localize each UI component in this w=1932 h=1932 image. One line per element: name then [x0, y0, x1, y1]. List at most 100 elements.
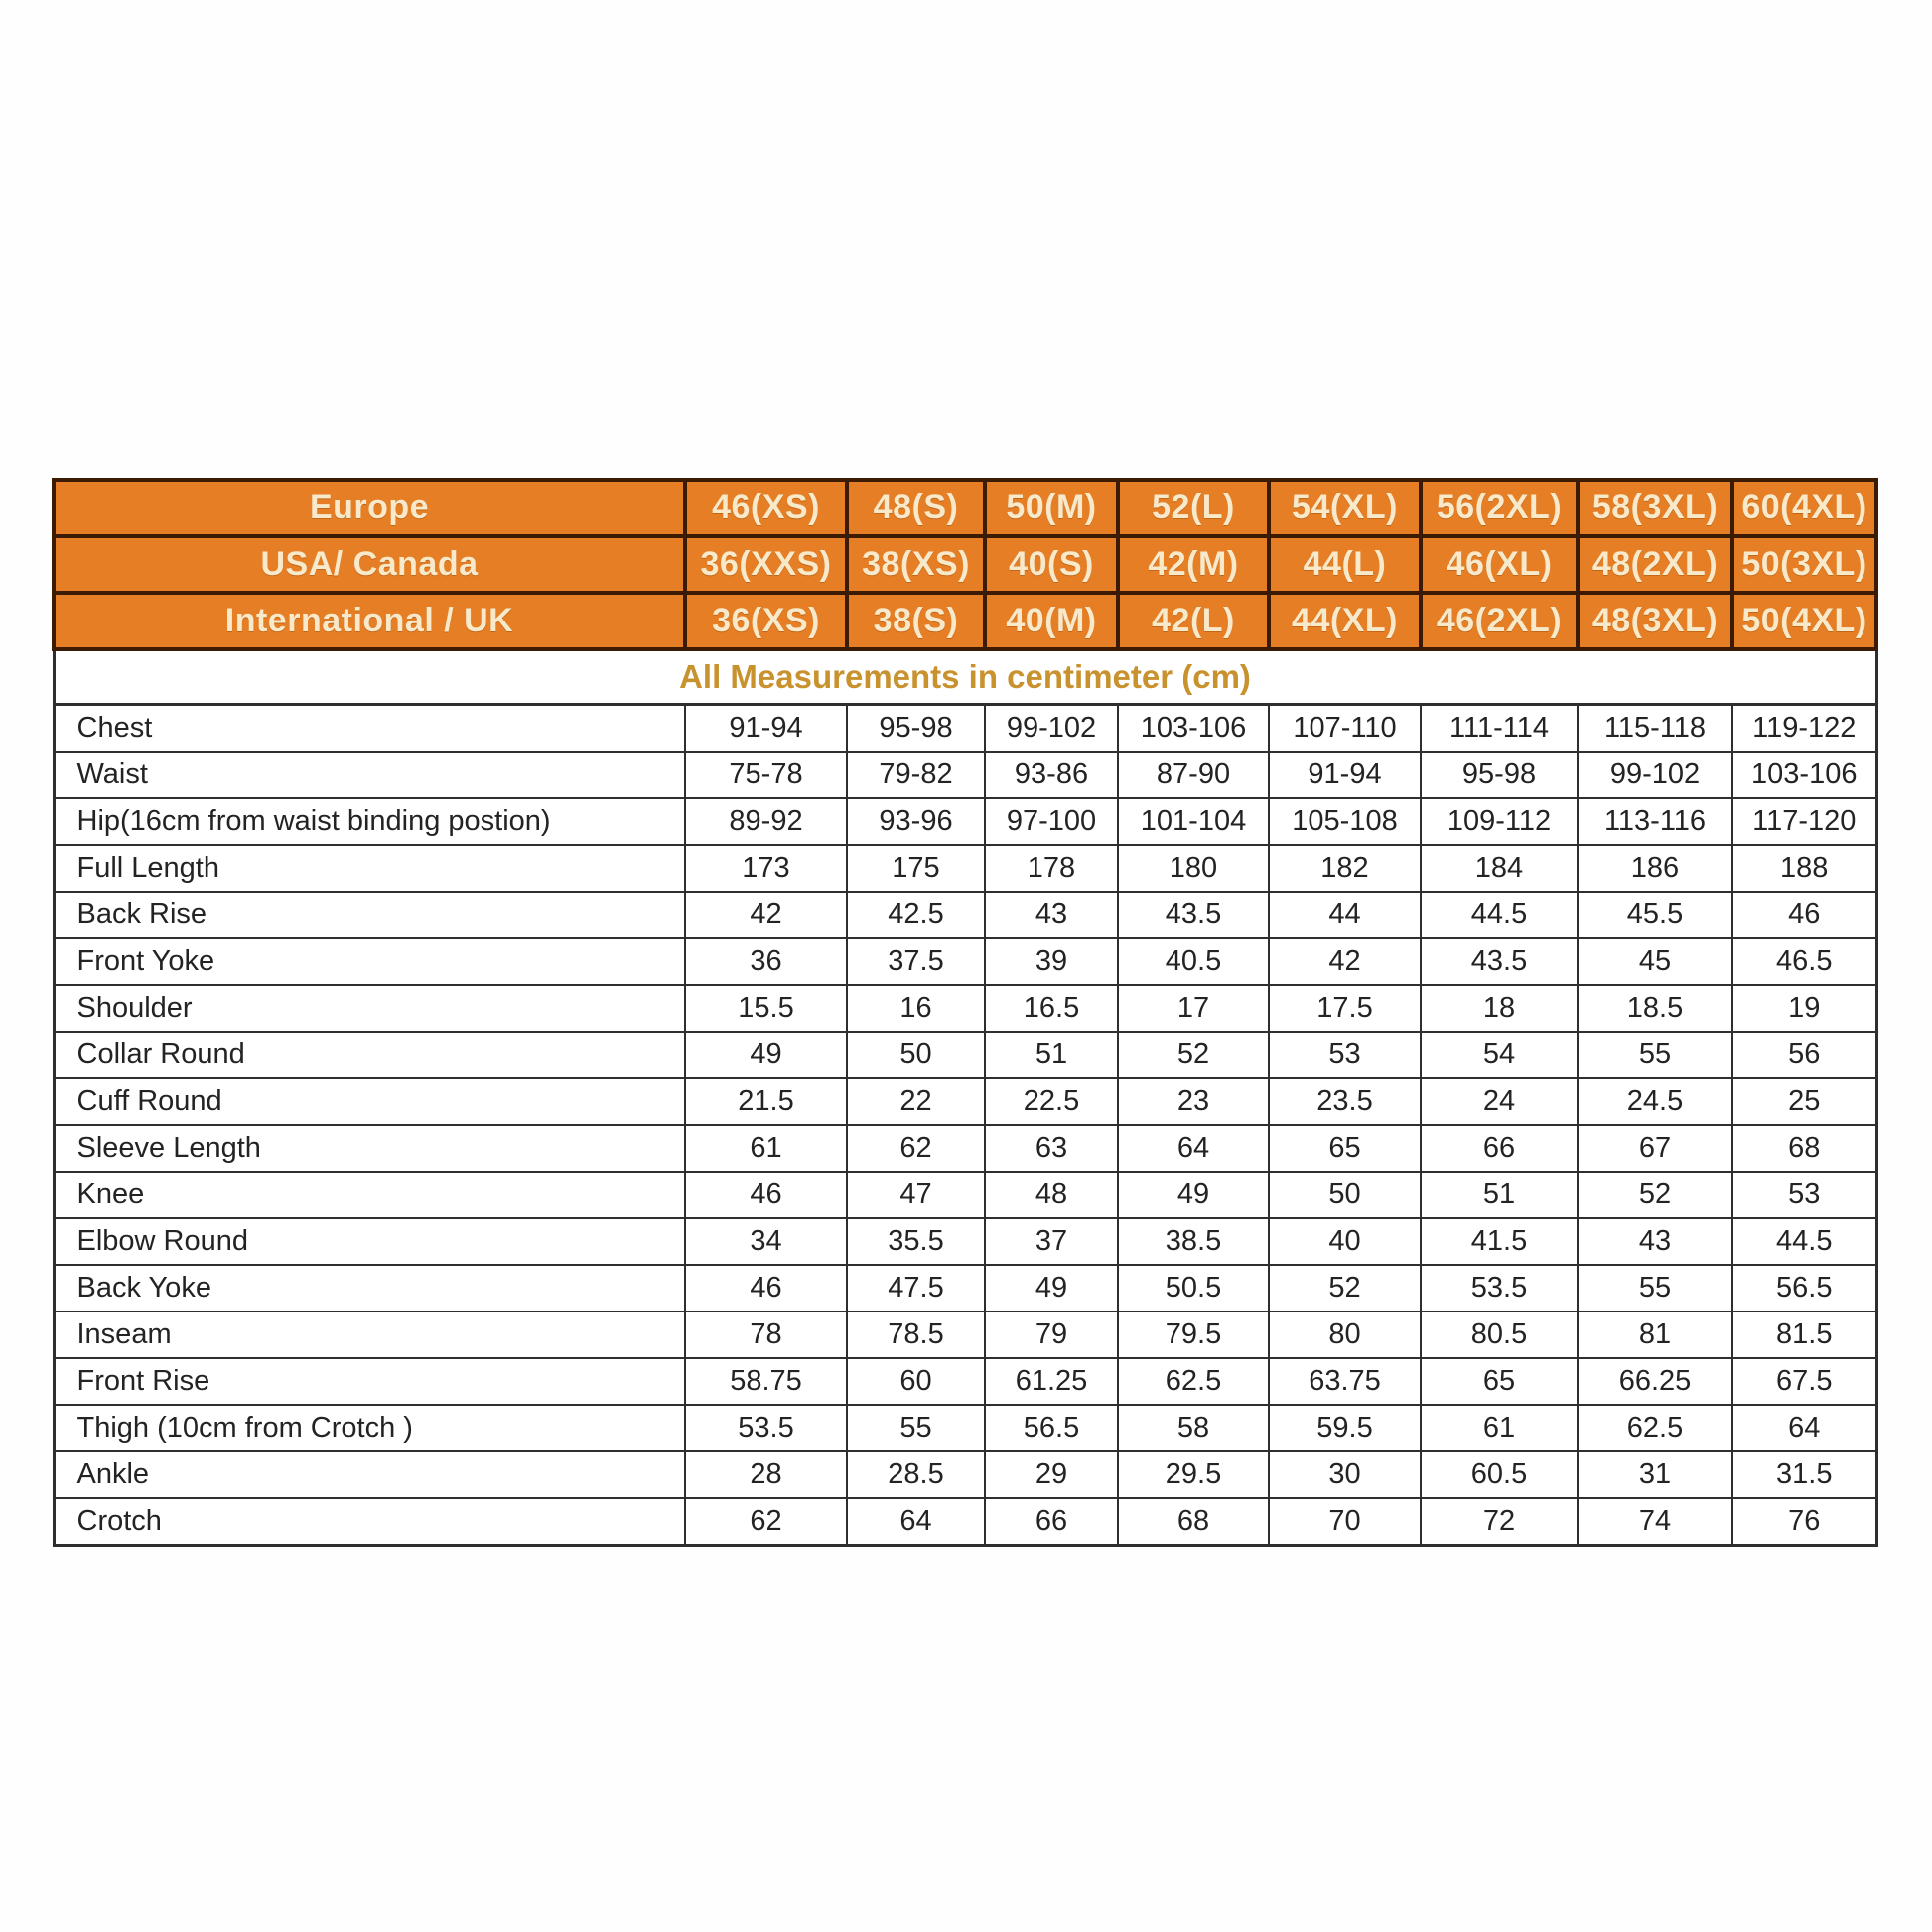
- measurement-value: 34: [684, 1217, 848, 1266]
- measurement-value: 16.5: [984, 984, 1119, 1033]
- measurement-value: 80: [1268, 1311, 1422, 1359]
- measurement-value: 68: [1117, 1497, 1270, 1547]
- measurement-value: 67.5: [1731, 1357, 1877, 1406]
- measurement-value: 54: [1420, 1031, 1579, 1079]
- measurement-label: Hip(16cm from waist binding postion): [53, 797, 686, 846]
- measurement-value: 45.5: [1577, 891, 1733, 939]
- measurement-value: 51: [984, 1031, 1119, 1079]
- measurement-value: 65: [1268, 1124, 1422, 1173]
- measurement-value: 45: [1577, 937, 1733, 986]
- measurement-value: 29.5: [1117, 1450, 1270, 1499]
- size-cell: 46(XS): [683, 478, 849, 538]
- measurement-value: 53.5: [684, 1404, 848, 1452]
- measurement-value: 16: [846, 984, 986, 1033]
- measurement-label: Back Yoke: [53, 1264, 686, 1312]
- table-row: Waist 75-78 79-82 93-86 87-90 91-94 95-98 99-10…: [53, 751, 1877, 799]
- measurement-value: 107-110: [1268, 703, 1422, 753]
- measurement-value: 119-122: [1731, 703, 1877, 753]
- size-cell: 38(S): [845, 591, 987, 651]
- size-cell: 54(XL): [1267, 478, 1423, 538]
- measurement-value: 95-98: [846, 703, 986, 753]
- size-cell: 46(2XL): [1419, 591, 1580, 651]
- measurement-value: 62.5: [1577, 1404, 1733, 1452]
- measurement-value: 40: [1268, 1217, 1422, 1266]
- measurement-value: 184: [1420, 844, 1579, 893]
- measurement-value: 103-106: [1117, 703, 1270, 753]
- table-row: Cuff Round 21.5 22 22.5 23 23.5 24 24.5 25: [53, 1077, 1877, 1126]
- size-cell: 50(M): [983, 478, 1120, 538]
- size-cell: 40(S): [983, 534, 1120, 595]
- measurement-value: 38.5: [1117, 1217, 1270, 1266]
- measurement-value: 178: [984, 844, 1119, 893]
- measurement-value: 79: [984, 1311, 1119, 1359]
- measurement-value: 101-104: [1117, 797, 1270, 846]
- table-row: Back Yoke 46 47.5 49 50.5 52 53.5 55 56.5: [53, 1264, 1877, 1312]
- measurement-value: 15.5: [684, 984, 848, 1033]
- measurement-value: 55: [846, 1404, 986, 1452]
- measurement-value: 46: [1731, 891, 1877, 939]
- measurement-value: 64: [1731, 1404, 1877, 1452]
- measurement-value: 47.5: [846, 1264, 986, 1312]
- measurement-label: Sleeve Length: [53, 1124, 686, 1173]
- measurement-value: 91-94: [684, 703, 848, 753]
- measurement-label: Ankle: [53, 1450, 686, 1499]
- measurement-label: Collar Round: [53, 1031, 686, 1079]
- measurement-value: 23: [1117, 1077, 1270, 1126]
- measurement-value: 43: [1577, 1217, 1733, 1266]
- measurement-value: 39: [984, 937, 1119, 986]
- measurement-value: 21.5: [684, 1077, 848, 1126]
- measurement-label: Inseam: [53, 1311, 686, 1359]
- measurement-value: 89-92: [684, 797, 848, 846]
- measurement-note-row: All Measurements in centimeter (cm): [52, 647, 1878, 706]
- measurement-value: 63.75: [1268, 1357, 1422, 1406]
- measurement-value: 17: [1117, 984, 1270, 1033]
- measurement-value: 18.5: [1577, 984, 1733, 1033]
- measurement-value: 55: [1577, 1264, 1733, 1312]
- header-row-international-uk: International / UK 36(XS) 38(S) 40(M) 42(L) 4…: [52, 591, 1878, 651]
- measurement-value: 80.5: [1420, 1311, 1579, 1359]
- measurement-value: 64: [1117, 1124, 1270, 1173]
- measurement-value: 66: [984, 1497, 1119, 1547]
- measurement-value: 97-100: [984, 797, 1119, 846]
- size-header: Europe 46(XS) 48(S) 50(M) 52(L) 54(XL) 56(2XL)…: [52, 478, 1878, 651]
- measurement-value: 28: [684, 1450, 848, 1499]
- measurement-value: 22: [846, 1077, 986, 1126]
- measurement-value: 24.5: [1577, 1077, 1733, 1126]
- measurement-value: 182: [1268, 844, 1422, 893]
- measurement-label: Cuff Round: [53, 1077, 686, 1126]
- size-cell: 48(3XL): [1576, 591, 1734, 651]
- measurement-value: 61.25: [984, 1357, 1119, 1406]
- measurement-value: 49: [1117, 1171, 1270, 1219]
- size-cell: 56(2XL): [1419, 478, 1580, 538]
- table-row: Back Rise 42 42.5 43 43.5 44 44.5 45.5 46: [53, 891, 1877, 939]
- measurement-value: 56: [1731, 1031, 1877, 1079]
- measurement-value: 60.5: [1420, 1450, 1579, 1499]
- measurement-value: 46: [684, 1171, 848, 1219]
- measurement-label: Full Length: [53, 844, 686, 893]
- measurement-value: 53: [1268, 1031, 1422, 1079]
- measurement-value: 22.5: [984, 1077, 1119, 1126]
- header-row-europe: Europe 46(XS) 48(S) 50(M) 52(L) 54(XL) 56(2XL)…: [52, 478, 1878, 538]
- size-cell: 50(3XL): [1730, 534, 1878, 595]
- measurement-value: 76: [1731, 1497, 1877, 1547]
- measurement-value: 44: [1268, 891, 1422, 939]
- measurement-label: Knee: [53, 1171, 686, 1219]
- measurement-value: 113-116: [1577, 797, 1733, 846]
- size-cell: 44(L): [1267, 534, 1423, 595]
- measurement-value: 51: [1420, 1171, 1579, 1219]
- size-cell: 48(S): [845, 478, 987, 538]
- measurement-value: 52: [1117, 1031, 1270, 1079]
- measurement-value: 70: [1268, 1497, 1422, 1547]
- measurement-value: 66.25: [1577, 1357, 1733, 1406]
- measurement-value: 63: [984, 1124, 1119, 1173]
- measurement-value: 37: [984, 1217, 1119, 1266]
- measurement-label: Shoulder: [53, 984, 686, 1033]
- measurement-value: 31.5: [1731, 1450, 1877, 1499]
- table-row: Front Yoke 36 37.5 39 40.5 42 43.5 45 46.5: [53, 937, 1877, 986]
- measurement-value: 72: [1420, 1497, 1579, 1547]
- table-row: Inseam 78 78.5 79 79.5 80 80.5 81 81.5: [53, 1311, 1877, 1359]
- measurement-value: 50: [1268, 1171, 1422, 1219]
- measurement-value: 17.5: [1268, 984, 1422, 1033]
- table-row: Shoulder 15.5 16 16.5 17 17.5 18 18.5 19: [53, 984, 1877, 1033]
